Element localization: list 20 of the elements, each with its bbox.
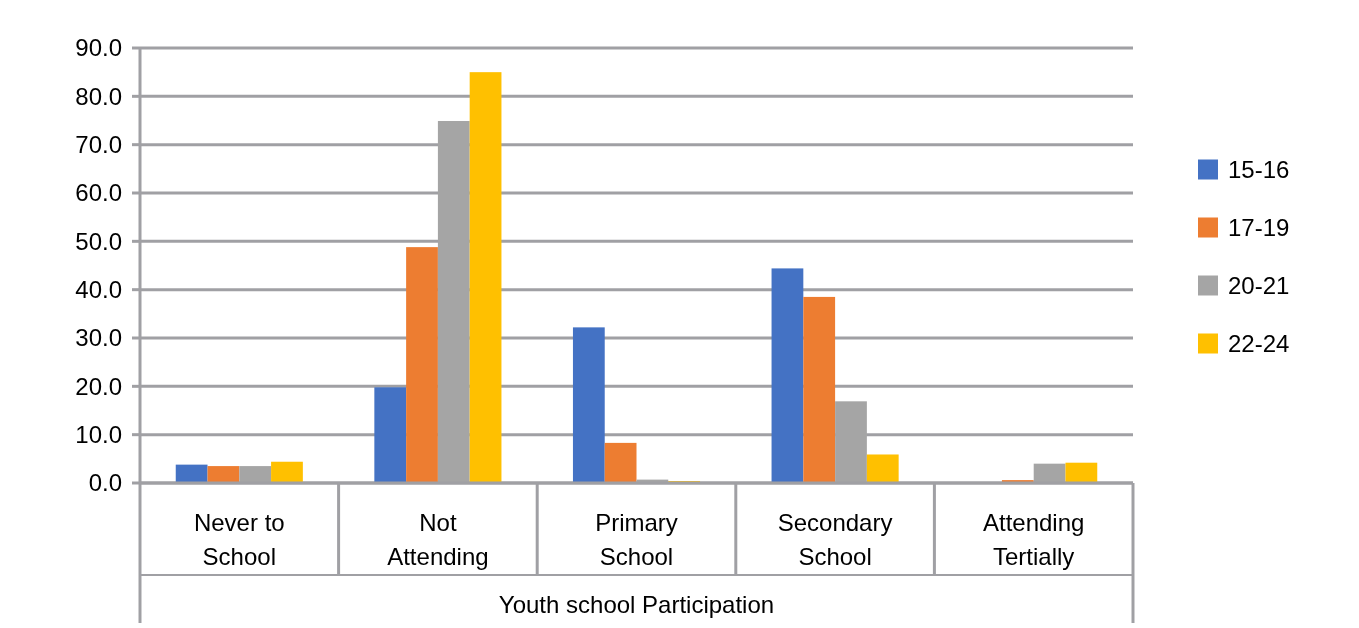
y-tick-label: 40.0 bbox=[75, 276, 122, 304]
y-tick-label: 50.0 bbox=[75, 227, 122, 255]
y-tick-label: 60.0 bbox=[75, 179, 122, 207]
y-tick-label: 80.0 bbox=[75, 82, 122, 110]
y-tick-label: 10.0 bbox=[75, 421, 122, 449]
x-tick-label: Primary School bbox=[595, 509, 678, 570]
y-tick-label: 70.0 bbox=[75, 131, 122, 159]
x-axis-title: Youth school Participation bbox=[498, 591, 775, 618]
y-tick-label: 90.0 bbox=[75, 34, 122, 62]
legend-label: 15-16 bbox=[1228, 155, 1290, 183]
x-tick-label: Secondary School bbox=[777, 509, 893, 570]
x-tick-label: Not Attending bbox=[387, 509, 489, 570]
y-tick-label: 0.0 bbox=[88, 469, 122, 497]
x-tick-label: Attending Tertially bbox=[982, 509, 1085, 570]
legend-label: 22-24 bbox=[1228, 329, 1290, 357]
x-tick-label: Never to School bbox=[193, 509, 285, 570]
y-tick-label: 30.0 bbox=[75, 324, 122, 352]
legend-label: 17-19 bbox=[1228, 213, 1290, 241]
legend-label: 20-21 bbox=[1228, 271, 1290, 299]
y-tick-label: 20.0 bbox=[75, 372, 122, 400]
